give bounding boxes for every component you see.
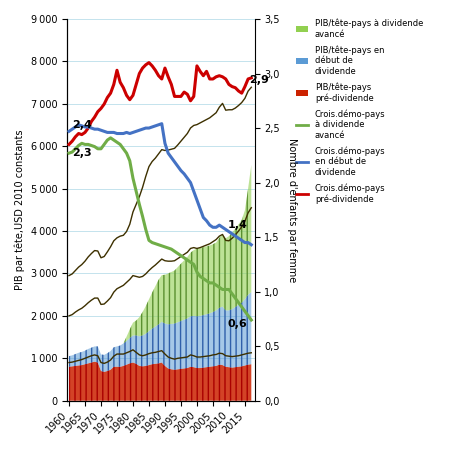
Text: 1,4: 1,4	[228, 220, 247, 230]
Y-axis label: PIB par tête,USD 2010 constants: PIB par tête,USD 2010 constants	[15, 130, 26, 290]
Text: 2,4: 2,4	[72, 120, 92, 130]
Text: 2,9: 2,9	[249, 75, 269, 86]
Text: 2,3: 2,3	[72, 148, 92, 158]
Text: 0,6: 0,6	[228, 319, 247, 328]
Y-axis label: Nombre d'enfants par femme: Nombre d'enfants par femme	[286, 138, 297, 282]
Legend: PIB/tête-pays à dividende
avancé, PIB/tête-pays en
début de
dividende, PIB/tête-: PIB/tête-pays à dividende avancé, PIB/tê…	[292, 16, 427, 207]
